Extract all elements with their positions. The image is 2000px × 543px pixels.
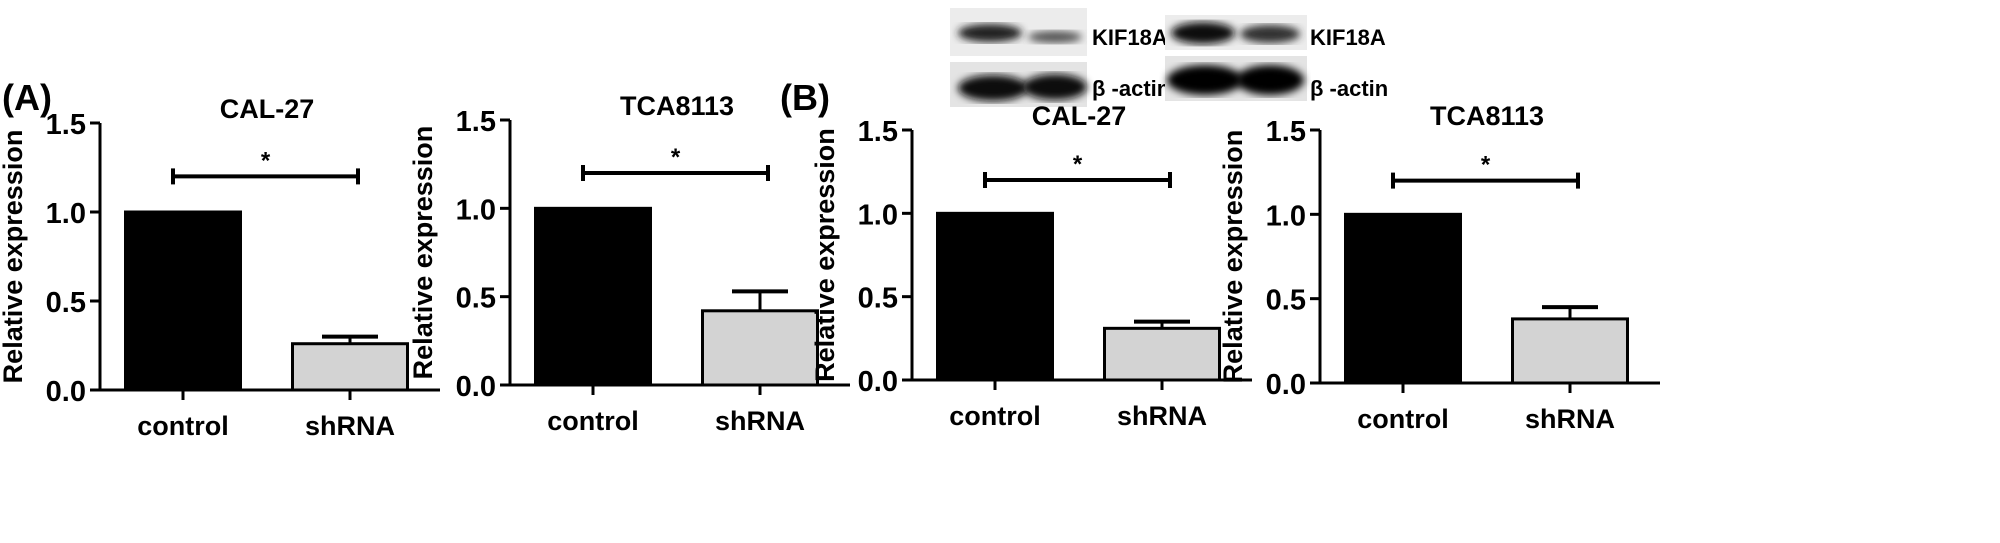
y-tick-label: 0.5 bbox=[456, 283, 496, 315]
y-tick-label: 1.0 bbox=[1266, 200, 1306, 232]
y-axis-label: Relative expression bbox=[408, 126, 438, 380]
y-tick-label: 1.0 bbox=[46, 198, 86, 230]
bar-chart-1: control shRNA 0.0 0.5 1.0 1.5 Relative express… bbox=[0, 94, 440, 441]
y-axis-label: Relative expression bbox=[810, 128, 840, 382]
band bbox=[1236, 65, 1304, 95]
bar-control bbox=[124, 210, 242, 392]
blot-label: β -actin bbox=[1092, 76, 1170, 101]
bar-chart-3: control shRNA 0.0 0.5 1.0 1.5 Relative express… bbox=[810, 101, 1252, 431]
bar-shRNA bbox=[701, 309, 819, 387]
y-tick-label: 0.0 bbox=[858, 366, 898, 398]
western-blot-cal27: KIF18A β -actin bbox=[950, 8, 1170, 107]
band bbox=[1028, 31, 1082, 43]
band bbox=[1171, 22, 1235, 44]
x-tick-label: shRNA bbox=[1117, 401, 1207, 431]
bar-shRNA bbox=[291, 342, 409, 392]
y-tick-label: 1.5 bbox=[46, 109, 86, 141]
chart-title: TCA8113 bbox=[1430, 101, 1544, 131]
band bbox=[1167, 65, 1243, 95]
panel-label-b: (B) bbox=[780, 77, 830, 118]
chart-title: TCA8113 bbox=[620, 91, 734, 121]
y-tick-label: 0.0 bbox=[46, 376, 86, 408]
y-tick-label: 1.0 bbox=[858, 199, 898, 231]
y-tick-label: 1.5 bbox=[456, 106, 496, 138]
significance-marker: * bbox=[671, 144, 681, 171]
significance-marker: * bbox=[1481, 152, 1491, 179]
panel-label-a: (A) bbox=[2, 77, 52, 118]
y-axis-label: Relative expression bbox=[1218, 130, 1248, 384]
chart-title: CAL-27 bbox=[1032, 101, 1127, 131]
chart-title: CAL-27 bbox=[220, 94, 315, 124]
band bbox=[1240, 25, 1300, 43]
x-tick-label: shRNA bbox=[715, 406, 805, 436]
y-tick-label: 1.0 bbox=[456, 194, 496, 226]
band bbox=[958, 75, 1028, 101]
y-tick-label: 0.0 bbox=[456, 371, 496, 403]
bar-control bbox=[534, 206, 652, 387]
x-tick-label: control bbox=[1357, 404, 1449, 434]
x-tick-label: control bbox=[137, 411, 229, 441]
y-tick-label: 1.5 bbox=[1266, 116, 1306, 148]
y-tick-label: 0.5 bbox=[858, 283, 898, 315]
y-tick-label: 0.5 bbox=[1266, 285, 1306, 317]
y-tick-label: 0.5 bbox=[46, 287, 86, 319]
y-tick-label: 1.5 bbox=[858, 116, 898, 148]
significance-marker: * bbox=[1073, 151, 1083, 178]
x-tick-label: shRNA bbox=[1525, 404, 1615, 434]
band bbox=[958, 24, 1022, 42]
bar-shRNA bbox=[1511, 317, 1629, 385]
western-blot-tca8113: KIF18A β -actin bbox=[1165, 15, 1388, 101]
blot-label: β -actin bbox=[1310, 76, 1388, 101]
band bbox=[1023, 74, 1087, 100]
y-axis-label: Relative expression bbox=[0, 130, 28, 384]
bar-control bbox=[1344, 212, 1462, 385]
x-tick-label: control bbox=[949, 401, 1041, 431]
blot-label: KIF18A bbox=[1092, 25, 1168, 50]
blot-label: KIF18A bbox=[1310, 25, 1386, 50]
y-tick-label: 0.0 bbox=[1266, 369, 1306, 401]
significance-marker: * bbox=[261, 147, 271, 174]
bar-chart-4: control shRNA 0.0 0.5 1.0 1.5 Relative express… bbox=[1218, 101, 1660, 434]
x-tick-label: control bbox=[547, 406, 639, 436]
x-tick-label: shRNA bbox=[305, 411, 395, 441]
bar-control bbox=[936, 211, 1054, 382]
bar-shRNA bbox=[1103, 326, 1221, 382]
bar-chart-2: control shRNA 0.0 0.5 1.0 1.5 Relative express… bbox=[408, 91, 850, 436]
